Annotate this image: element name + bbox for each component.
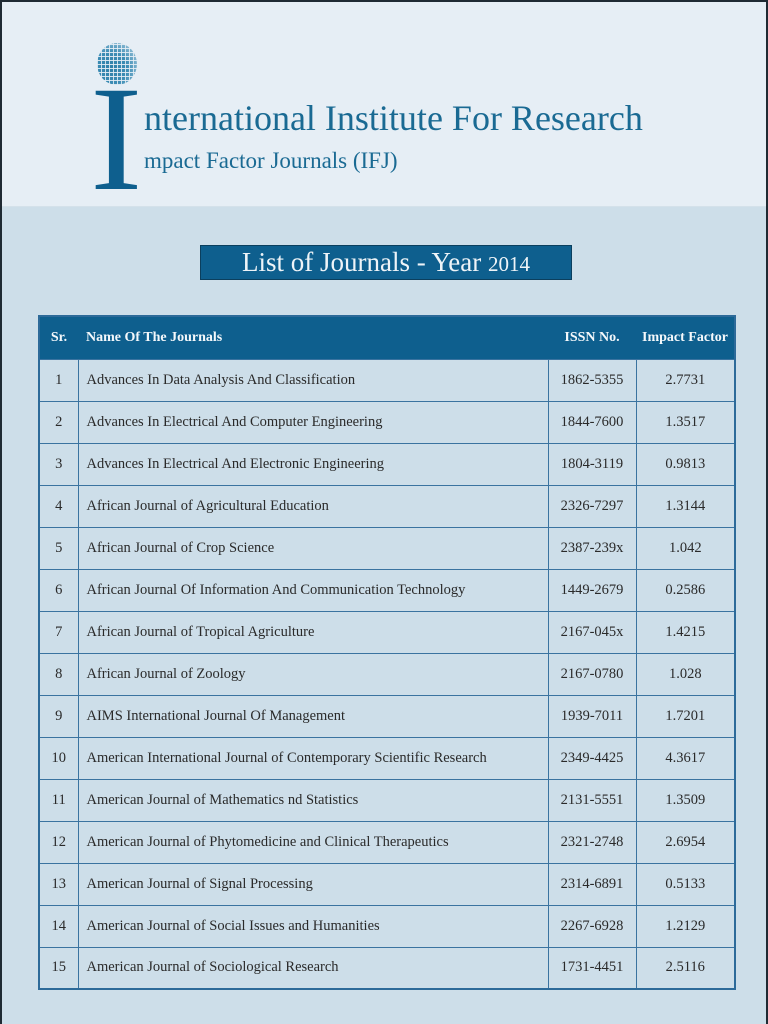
column-header-name: Name Of The Journals xyxy=(78,316,548,359)
logo-letter: I xyxy=(90,56,143,222)
table-row: 15 American Journal of Sociological Resea… xyxy=(38,946,736,990)
table-row: 13 American Journal of Signal Processing 2… xyxy=(38,862,736,906)
cell-sr: 13 xyxy=(38,862,79,906)
column-header-issn: ISSN No. xyxy=(548,316,636,359)
table-row: 14 American Journal of Social Issues and … xyxy=(38,904,736,948)
cell-issn: 1449-2679 xyxy=(547,568,637,612)
table-row: 8 African Journal of Zoology 2167-0780 1.02… xyxy=(38,652,736,696)
table-row: 2 Advances In Electrical And Computer Eng… xyxy=(38,400,736,444)
globe-icon xyxy=(97,43,137,85)
cell-issn: 1862-5355 xyxy=(547,358,637,402)
cell-journal-name: American Journal of Phytomedicine and Cl… xyxy=(77,820,549,864)
cell-issn: 2314-6891 xyxy=(547,862,637,906)
cell-impact-factor: 0.2586 xyxy=(635,568,736,612)
table-row: 10 American International Journal of Cont… xyxy=(38,736,736,780)
cell-impact-factor: 1.3517 xyxy=(635,400,736,444)
cell-journal-name: American Journal of Social Issues and Hu… xyxy=(77,904,549,948)
list-title-year: 2014 xyxy=(487,252,530,276)
cell-sr: 9 xyxy=(38,694,79,738)
cell-issn: 2321-2748 xyxy=(547,820,637,864)
cell-impact-factor: 0.9813 xyxy=(635,442,736,486)
cell-journal-name: American International Journal of Contem… xyxy=(77,736,549,780)
cell-impact-factor: 0.5133 xyxy=(635,862,736,906)
journals-table: Sr. Name Of The Journals ISSN No. Impact… xyxy=(38,315,736,990)
list-title-text: List of Journals - Year xyxy=(242,247,488,277)
cell-journal-name: African Journal of Crop Science xyxy=(77,526,549,570)
cell-issn: 2387-239x xyxy=(547,526,637,570)
cell-impact-factor: 2.5116 xyxy=(635,946,736,990)
cell-impact-factor: 1.2129 xyxy=(635,904,736,948)
list-title-banner: List of Journals - Year 2014 xyxy=(200,245,572,280)
cell-issn: 2326-7297 xyxy=(547,484,637,528)
header-band: I nternational Institute For Research mp… xyxy=(2,2,766,222)
cell-sr: 11 xyxy=(38,778,79,822)
cell-journal-name: African Journal of Agricultural Educatio… xyxy=(77,484,549,528)
cell-journal-name: AIMS International Journal Of Management xyxy=(77,694,549,738)
column-header-sr: Sr. xyxy=(39,316,78,359)
column-header-impact-factor: Impact Factor xyxy=(636,316,735,359)
cell-issn: 1804-3119 xyxy=(547,442,637,486)
table-row: 9 AIMS International Journal Of Managemen… xyxy=(38,694,736,738)
cell-issn: 2167-0780 xyxy=(547,652,637,696)
table-row: 11 American Journal of Mathematics nd Sta… xyxy=(38,778,736,822)
cell-sr: 14 xyxy=(38,904,79,948)
cell-sr: 8 xyxy=(38,652,79,696)
cell-impact-factor: 1.4215 xyxy=(635,610,736,654)
cell-issn: 2167-045x xyxy=(547,610,637,654)
cell-sr: 10 xyxy=(38,736,79,780)
cell-issn: 1939-7011 xyxy=(547,694,637,738)
institute-title: nternational Institute For Research xyxy=(144,98,643,138)
cell-issn: 2267-6928 xyxy=(547,904,637,948)
cell-journal-name: African Journal Of Information And Commu… xyxy=(77,568,549,612)
institute-subtitle: mpact Factor Journals (IFJ) xyxy=(144,148,398,173)
cell-impact-factor: 2.7731 xyxy=(635,358,736,402)
cell-journal-name: African Journal of Tropical Agriculture xyxy=(77,610,549,654)
cell-journal-name: American Journal of Signal Processing xyxy=(77,862,549,906)
cell-issn: 2131-5551 xyxy=(547,778,637,822)
cell-sr: 6 xyxy=(38,568,79,612)
table-row: 4 African Journal of Agricultural Educati… xyxy=(38,484,736,528)
cell-sr: 3 xyxy=(38,442,79,486)
cell-journal-name: Advances In Electrical And Electronic En… xyxy=(77,442,549,486)
table-row: 12 American Journal of Phytomedicine and … xyxy=(38,820,736,864)
cell-sr: 2 xyxy=(38,400,79,444)
table-row: 1 Advances In Data Analysis And Classific… xyxy=(38,358,736,402)
cell-journal-name: American Journal of Sociological Researc… xyxy=(77,946,549,990)
cell-journal-name: Advances In Electrical And Computer Engi… xyxy=(77,400,549,444)
table-header-row: Sr. Name Of The Journals ISSN No. Impact… xyxy=(39,316,735,359)
table-body: 1 Advances In Data Analysis And Classific… xyxy=(38,358,736,990)
cell-impact-factor: 2.6954 xyxy=(635,820,736,864)
cell-sr: 7 xyxy=(38,610,79,654)
cell-impact-factor: 1.042 xyxy=(635,526,736,570)
cell-impact-factor: 4.3617 xyxy=(635,736,736,780)
cell-issn: 2349-4425 xyxy=(547,736,637,780)
cell-sr: 4 xyxy=(38,484,79,528)
cell-sr: 1 xyxy=(38,358,79,402)
table-row: 3 Advances In Electrical And Electronic E… xyxy=(38,442,736,486)
cell-impact-factor: 1.3509 xyxy=(635,778,736,822)
cell-journal-name: African Journal of Zoology xyxy=(77,652,549,696)
table-row: 7 African Journal of Tropical Agriculture… xyxy=(38,610,736,654)
cell-impact-factor: 1.3144 xyxy=(635,484,736,528)
cell-impact-factor: 1.028 xyxy=(635,652,736,696)
cell-sr: 5 xyxy=(38,526,79,570)
cell-journal-name: Advances In Data Analysis And Classifica… xyxy=(77,358,549,402)
table-row: 5 African Journal of Crop Science 2387-239… xyxy=(38,526,736,570)
cell-sr: 15 xyxy=(38,946,79,990)
cell-issn: 1844-7600 xyxy=(547,400,637,444)
cell-issn: 1731-4451 xyxy=(547,946,637,990)
cell-impact-factor: 1.7201 xyxy=(635,694,736,738)
cell-sr: 12 xyxy=(38,820,79,864)
cell-journal-name: American Journal of Mathematics nd Stati… xyxy=(77,778,549,822)
table-row: 6 African Journal Of Information And Comm… xyxy=(38,568,736,612)
